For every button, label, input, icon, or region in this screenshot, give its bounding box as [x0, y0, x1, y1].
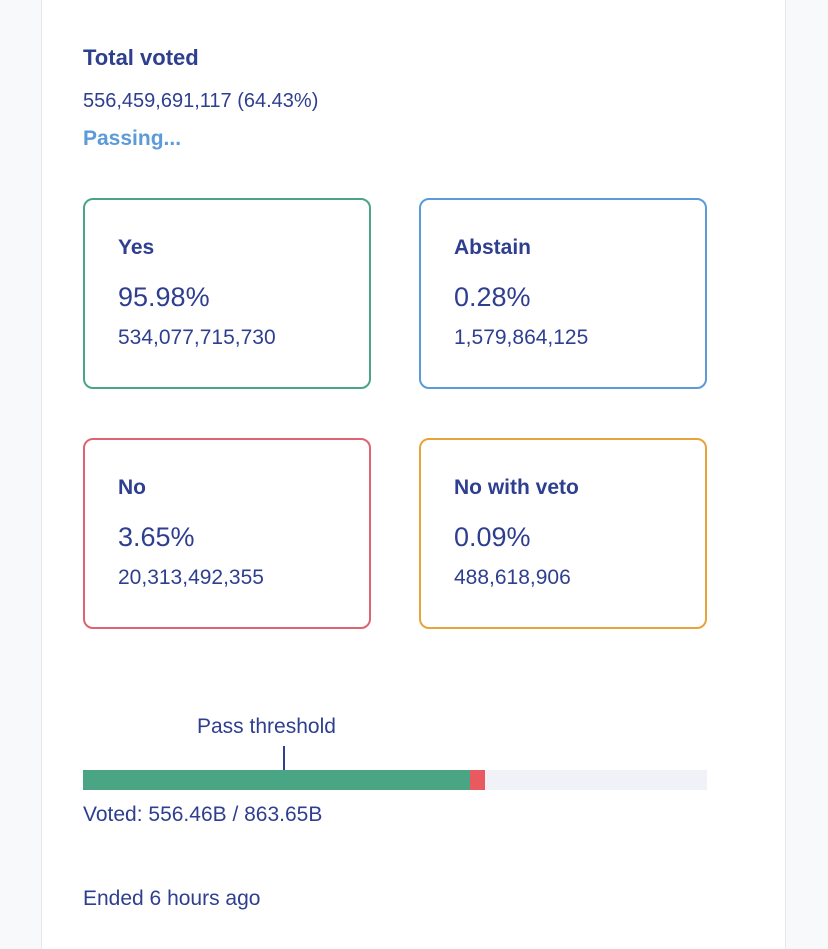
- vote-box-no: No 3.65% 20,313,492,355: [83, 438, 371, 629]
- vote-progress-yes-segment: [83, 770, 470, 790]
- vote-label-no: No: [118, 476, 146, 499]
- vote-label-yes: Yes: [118, 236, 155, 259]
- vote-percent-yes: 95.98%: [118, 282, 210, 312]
- total-voted-title: Total voted: [83, 45, 199, 70]
- vote-box-yes: Yes 95.98% 534,077,715,730: [83, 198, 371, 389]
- status-passing: Passing...: [83, 127, 182, 150]
- vote-box-abstain: Abstain 0.28% 1,579,864,125: [419, 198, 707, 389]
- proposal-vote-card: Total voted 556,459,691,117 (64.43%) Pas…: [41, 0, 786, 949]
- vote-amount-abstain: 1,579,864,125: [454, 326, 589, 349]
- vote-progress-no-segment: [469, 770, 486, 790]
- vote-label-no-with-veto: No with veto: [454, 476, 579, 499]
- pass-threshold-label: Pass threshold: [197, 715, 336, 738]
- voted-amount-text: Voted: 556.46B / 863.65B: [83, 803, 323, 826]
- total-voted-value: 556,459,691,117 (64.43%): [83, 90, 319, 112]
- vote-amount-yes: 534,077,715,730: [118, 326, 276, 349]
- vote-percent-no-with-veto: 0.09%: [454, 522, 531, 552]
- vote-amount-no-with-veto: 488,618,906: [454, 566, 571, 589]
- vote-percent-abstain: 0.28%: [454, 282, 531, 312]
- pass-threshold-marker: [283, 746, 285, 770]
- vote-amount-no: 20,313,492,355: [118, 566, 264, 589]
- vote-progress-bar: [83, 770, 707, 790]
- vote-percent-no: 3.65%: [118, 522, 195, 552]
- vote-label-abstain: Abstain: [454, 236, 532, 259]
- ended-time-text: Ended 6 hours ago: [83, 887, 261, 910]
- vote-box-no-with-veto: No with veto 0.09% 488,618,906: [419, 438, 707, 629]
